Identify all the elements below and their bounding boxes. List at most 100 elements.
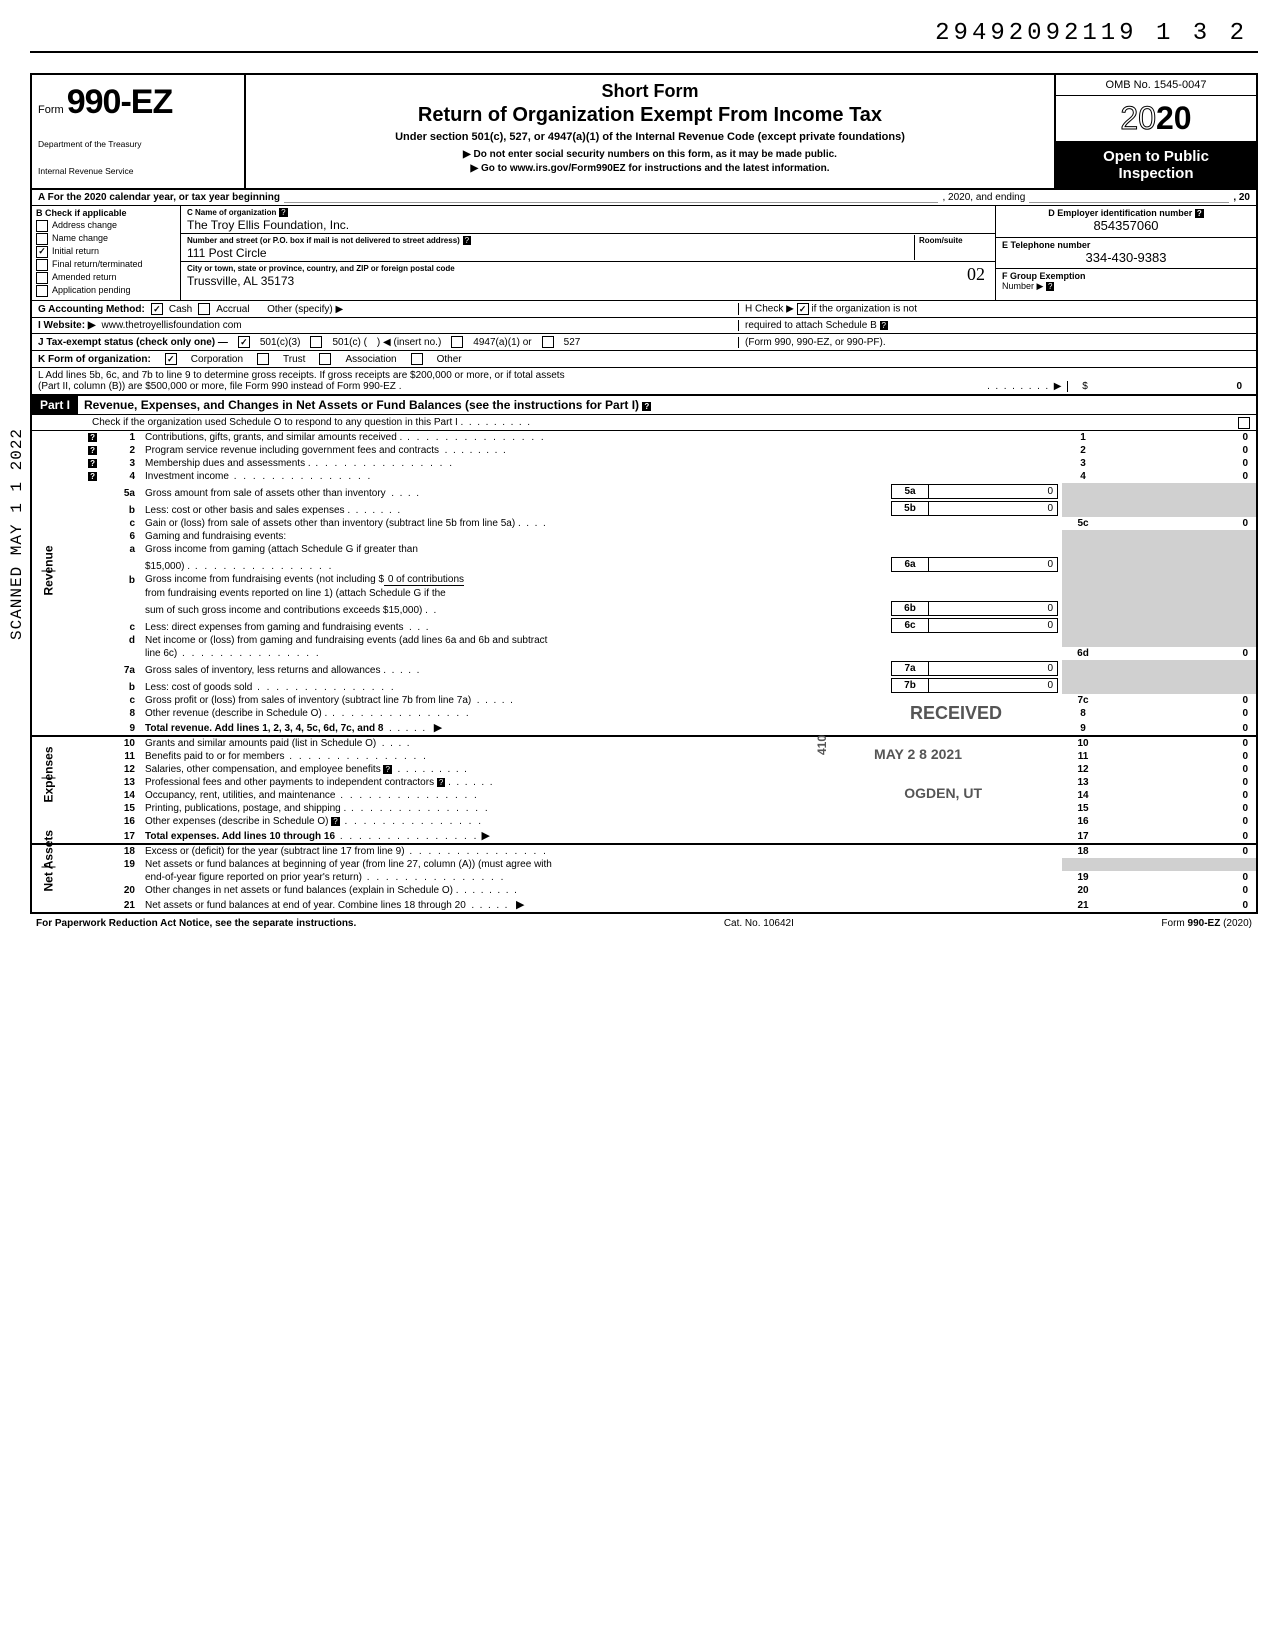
cash-label: Cash (169, 304, 192, 315)
checkbox-pending[interactable] (36, 285, 48, 297)
row-k: K Form of organization: ✓Corporation Tru… (32, 351, 1256, 368)
h-text3: required to attach Schedule B (745, 320, 877, 331)
amt-box: 0 (1104, 763, 1256, 776)
line-desc: Program service revenue including govern… (145, 445, 439, 456)
help-icon[interactable]: ? (88, 433, 97, 442)
line-desc: Occupancy, rent, utilities, and maintena… (145, 790, 335, 801)
line-desc: Excess or (deficit) for the year (subtra… (145, 846, 405, 857)
line-no: d (103, 634, 141, 647)
help-icon[interactable]: ? (383, 765, 391, 774)
footer-right: Form 990-EZ (2020) (1161, 918, 1252, 929)
help-icon[interactable]: ? (437, 778, 445, 787)
line-5a: 5a Gross amount from sale of assets othe… (32, 483, 1256, 500)
help-icon[interactable]: ? (88, 459, 97, 468)
opt-501c3: 501(c)(3) (260, 337, 301, 348)
line-no: 10 (103, 736, 141, 750)
help-icon[interactable]: ? (880, 321, 888, 330)
checkbox-schedule-o[interactable] (1238, 417, 1250, 429)
num-box: 16 (1062, 815, 1104, 828)
num-box: 20 (1062, 884, 1104, 897)
checkbox-h[interactable]: ✓ (797, 303, 809, 315)
line-no: c (103, 617, 141, 634)
num-box: 15 (1062, 802, 1104, 815)
num-box: 10 (1062, 736, 1104, 750)
group-exemption-label1: F Group Exemption (1002, 271, 1250, 281)
line-desc: Professional fees and other payments to … (145, 777, 434, 788)
checkbox-trust[interactable] (257, 353, 269, 365)
line-no: 7a (103, 660, 141, 677)
line-no: 20 (103, 884, 141, 897)
checkbox-501c[interactable] (310, 336, 322, 348)
checkbox-other[interactable] (411, 353, 423, 365)
open-to-public: Open to Public Inspection (1056, 142, 1256, 188)
amt-box: 0 (1104, 517, 1256, 530)
info-block: B Check if applicable Address change Nam… (32, 206, 1256, 301)
line-7c: c Gross profit or (loss) from sales of i… (32, 694, 1256, 707)
row-i: I Website: ▶ www.thetroyellisfoundation … (32, 318, 1256, 334)
checkbox-cash[interactable]: ✓ (151, 303, 163, 315)
col-c: C Name of organization ? The Troy Ellis … (181, 206, 996, 300)
accounting-label: G Accounting Method: (38, 304, 145, 315)
checkbox-address[interactable] (36, 220, 48, 232)
line-no: 5a (103, 483, 141, 500)
checkbox-corp[interactable]: ✓ (165, 353, 177, 365)
line-15: 15 Printing, publications, postage, and … (32, 802, 1256, 815)
mini-val: 0 (929, 557, 1058, 572)
num-box: 3 (1062, 457, 1104, 470)
line-desc: Less: cost of goods sold (145, 682, 252, 693)
col-def: D Employer identification number ? 85435… (996, 206, 1256, 300)
line-desc: Other revenue (describe in Schedule O) . (145, 708, 327, 719)
chk-final: Final return/terminated (36, 259, 176, 271)
chk-label: Amended return (52, 273, 117, 283)
line-no: 1 (103, 431, 141, 444)
amt-box: 0 (1104, 647, 1256, 660)
help-icon[interactable]: ? (463, 236, 471, 245)
line-no: 11 (103, 750, 141, 763)
h-text4: (Form 990, 990-EZ, or 990-PF). (745, 337, 886, 348)
checkbox-assoc[interactable] (319, 353, 331, 365)
amt-box: 0 (1104, 802, 1256, 815)
expenses-side-label: Expenses (42, 778, 56, 803)
year-outline: 20 (1120, 100, 1156, 136)
street-val: 111 Post Circle (187, 246, 910, 260)
form-org-label: K Form of organization: (38, 354, 151, 365)
line-11: 11 Benefits paid to or for members MAY 2… (32, 750, 1256, 763)
num-box: 11 (1062, 750, 1104, 763)
help-icon[interactable]: ? (88, 472, 97, 481)
num-box: 7c (1062, 694, 1104, 707)
help-icon[interactable]: ? (1195, 209, 1204, 218)
help-icon[interactable]: ? (1046, 282, 1054, 291)
help-icon[interactable]: ? (331, 817, 339, 826)
l-dollar: $ (1067, 381, 1102, 392)
mini-val: 0 (929, 501, 1058, 516)
checkbox-527[interactable] (542, 336, 554, 348)
checkbox-final[interactable] (36, 259, 48, 271)
footer-left: For Paperwork Reduction Act Notice, see … (36, 918, 356, 929)
amt-box: 0 (1104, 457, 1256, 470)
checkbox-accrual[interactable] (198, 303, 210, 315)
line-no: b (103, 500, 141, 517)
amt-box: 0 (1104, 884, 1256, 897)
help-icon[interactable]: ? (642, 402, 651, 411)
part1-title: Revenue, Expenses, and Changes in Net As… (78, 396, 1256, 414)
line-no: b (103, 677, 141, 694)
line-13: 13 Professional fees and other payments … (32, 776, 1256, 789)
chk-pending: Application pending (36, 285, 176, 297)
line-desc: Grants and similar amounts paid (list in… (145, 738, 376, 749)
l-line2: (Part II, column (B)) are $500,000 or mo… (38, 381, 401, 392)
line-desc: Gaming and fundraising events: (141, 530, 1062, 543)
help-icon[interactable]: ? (88, 446, 97, 455)
form-container: Form 990-EZ Department of the Treasury I… (30, 73, 1258, 914)
amt-box: 0 (1104, 470, 1256, 483)
line-desc: Total expenses. Add lines 10 through 16 (145, 831, 335, 842)
num-box: 2 (1062, 444, 1104, 457)
checkbox-amended[interactable] (36, 272, 48, 284)
checkbox-501c3[interactable]: ✓ (238, 336, 250, 348)
checkbox-initial[interactable]: ✓ (36, 246, 48, 258)
row-j: J Tax-exempt status (check only one) — ✓… (32, 334, 1256, 351)
main-table: Revenue ? 1 Contributions, gifts, grants… (32, 431, 1256, 912)
checkbox-4947[interactable] (451, 336, 463, 348)
checkbox-name[interactable] (36, 233, 48, 245)
num-box: 12 (1062, 763, 1104, 776)
help-icon[interactable]: ? (279, 208, 287, 217)
